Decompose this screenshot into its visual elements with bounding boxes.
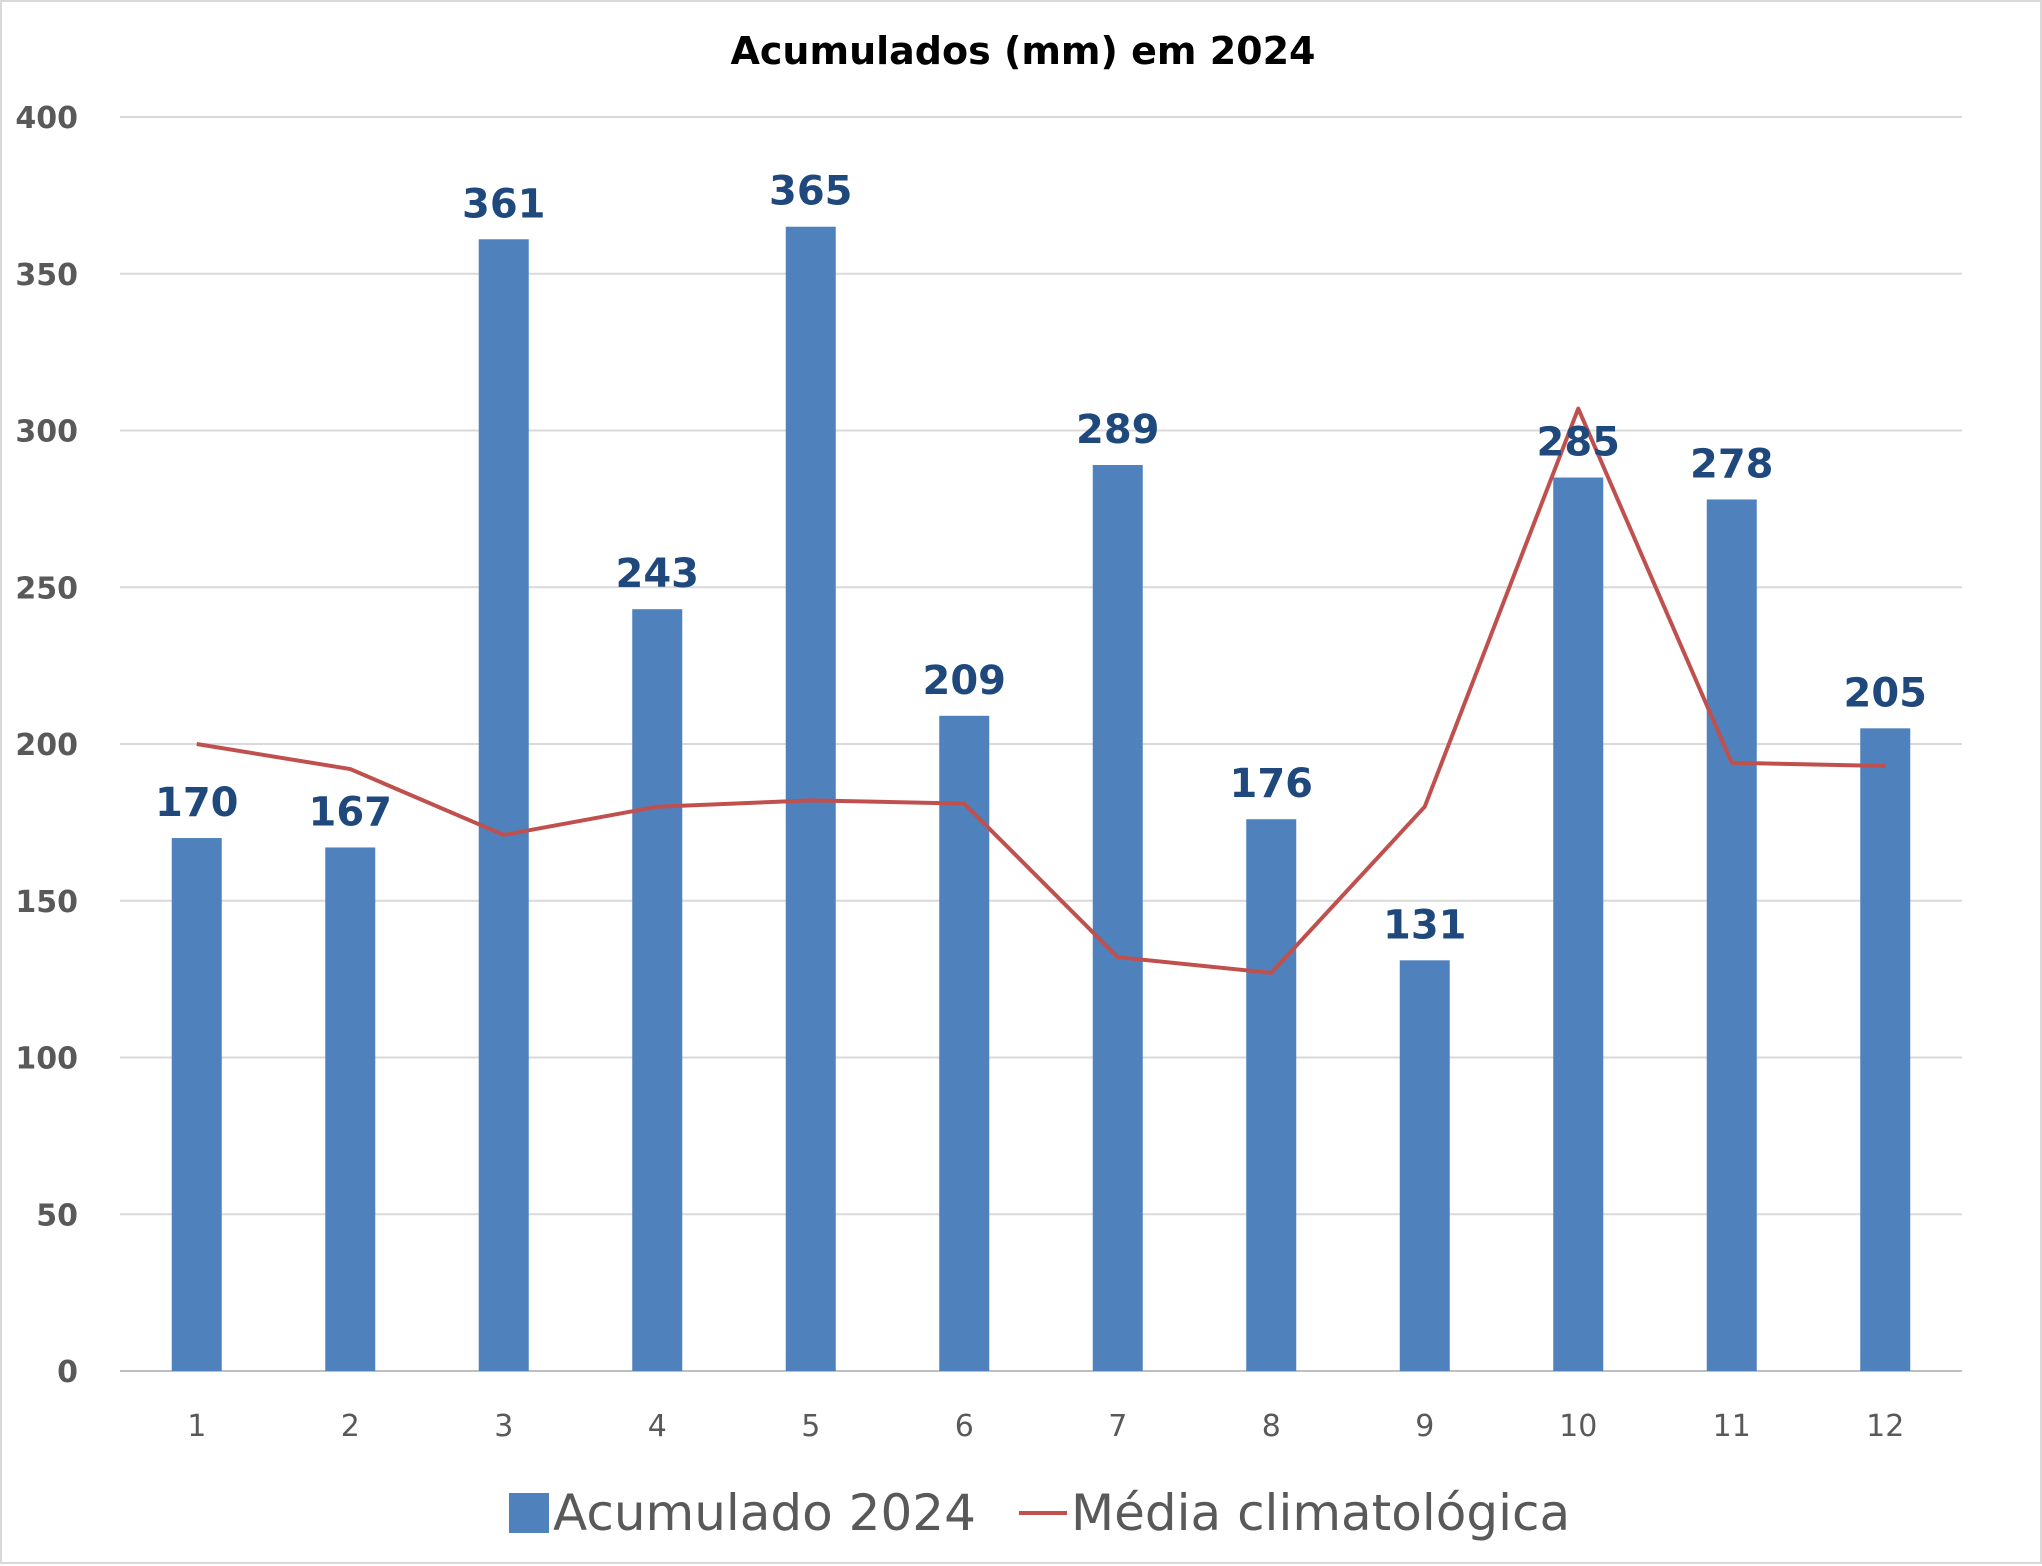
data-label: 205: [1844, 670, 1928, 716]
data-label: 167: [309, 789, 393, 835]
x-axis-ticks: 1 2 3 4 5 6 7 8 9 10 11 12: [187, 1409, 1904, 1444]
data-label: 289: [1076, 407, 1160, 453]
bar: [1092, 464, 1143, 1371]
bar: [939, 715, 990, 1371]
y-tick-label: 250: [15, 571, 78, 606]
data-label: 285: [1537, 420, 1621, 466]
data-label: 243: [616, 551, 700, 597]
gridlines: [120, 116, 1962, 1372]
y-tick-label: 150: [15, 885, 78, 920]
y-tick-label: 100: [15, 1042, 78, 1077]
bar-series-acumulado: [171, 226, 1911, 1372]
bar: [1399, 960, 1450, 1371]
x-tick-label: 5: [801, 1409, 820, 1444]
y-tick-label: 0: [57, 1355, 78, 1390]
legend-label-line: Média climatológica: [1071, 1484, 1570, 1542]
bar: [1860, 728, 1911, 1371]
x-tick-label: 10: [1559, 1409, 1597, 1444]
bar: [632, 609, 683, 1371]
bar: [325, 847, 376, 1371]
bar: [1553, 477, 1604, 1371]
x-tick-label: 3: [494, 1409, 513, 1444]
y-tick-label: 50: [36, 1198, 78, 1233]
y-tick-label: 300: [15, 415, 78, 450]
line-series-media: [196, 406, 1886, 975]
legend-swatch-bar: [509, 1493, 549, 1533]
x-tick-label: 4: [648, 1409, 667, 1444]
x-tick-label: 9: [1415, 1409, 1434, 1444]
data-label: 176: [1230, 761, 1314, 807]
data-label: 361: [462, 181, 546, 227]
y-tick-label: 200: [15, 728, 78, 763]
legend: Acumulado 2024 Média climatológica: [509, 1484, 1570, 1542]
bar: [1246, 819, 1297, 1371]
y-tick-label: 400: [15, 101, 78, 136]
data-label: 131: [1383, 902, 1467, 948]
bar: [478, 239, 529, 1371]
bar: [171, 838, 222, 1371]
x-tick-label: 11: [1713, 1409, 1751, 1444]
y-tick-label: 350: [15, 258, 78, 293]
data-label: 278: [1690, 441, 1774, 487]
x-tick-label: 6: [955, 1409, 974, 1444]
series-line: [196, 406, 1886, 975]
legend-label-bar: Acumulado 2024: [553, 1484, 976, 1542]
x-tick-label: 12: [1866, 1409, 1904, 1444]
bar: [1706, 499, 1757, 1372]
x-tick-label: 8: [1262, 1409, 1281, 1444]
y-axis-ticks: 0 50 100 150 200 250 300 350 400: [15, 101, 78, 1390]
data-label: 209: [923, 658, 1007, 704]
x-tick-label: 2: [341, 1409, 360, 1444]
chart-title: Acumulados (mm) em 2024: [731, 29, 1316, 73]
data-label: 365: [769, 169, 853, 215]
data-label: 170: [155, 780, 239, 826]
x-tick-label: 1: [187, 1409, 206, 1444]
data-labels: 170 167 361 243 365 209 289 176 131 285 278 205: [155, 169, 1927, 949]
x-tick-label: 7: [1108, 1409, 1127, 1444]
